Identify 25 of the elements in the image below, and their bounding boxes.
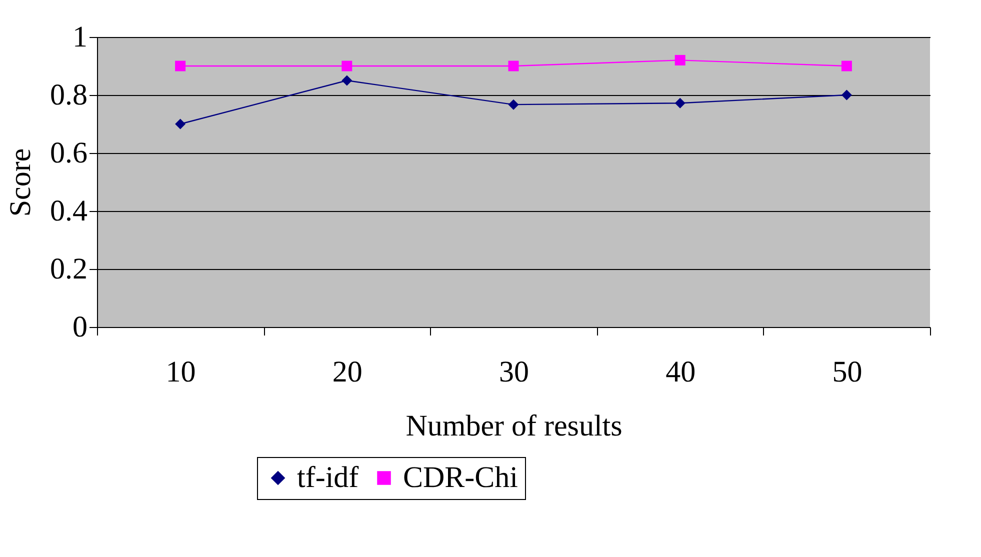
legend-label: CDR-Chi [403, 461, 518, 494]
point [342, 60, 352, 72]
point [674, 54, 686, 66]
point [508, 60, 519, 72]
y-axis-title: Score [4, 148, 37, 217]
x-tick-label: 20 [332, 356, 362, 388]
point [342, 75, 352, 86]
point [841, 90, 852, 100]
point [674, 98, 686, 108]
x-axis-title: Number of results [406, 410, 622, 442]
x-tick-label: 30 [499, 356, 529, 388]
point [175, 60, 186, 72]
y-tick-label: 0.8 [50, 78, 88, 112]
legend-label: tf-idf [297, 461, 359, 494]
y-tick-label: 0.6 [50, 136, 88, 170]
y-tick-label: 1 [72, 20, 88, 54]
point [175, 118, 186, 130]
y-tick-label: 0.2 [50, 252, 88, 286]
x-tick-label: 10 [166, 356, 196, 388]
y-tick-label: 0.4 [50, 194, 88, 228]
y-tick-label: 0 [72, 310, 88, 344]
x-tick-label: 40 [666, 356, 696, 388]
point [508, 99, 519, 110]
point [841, 60, 852, 72]
x-tick-label: 50 [832, 356, 862, 388]
